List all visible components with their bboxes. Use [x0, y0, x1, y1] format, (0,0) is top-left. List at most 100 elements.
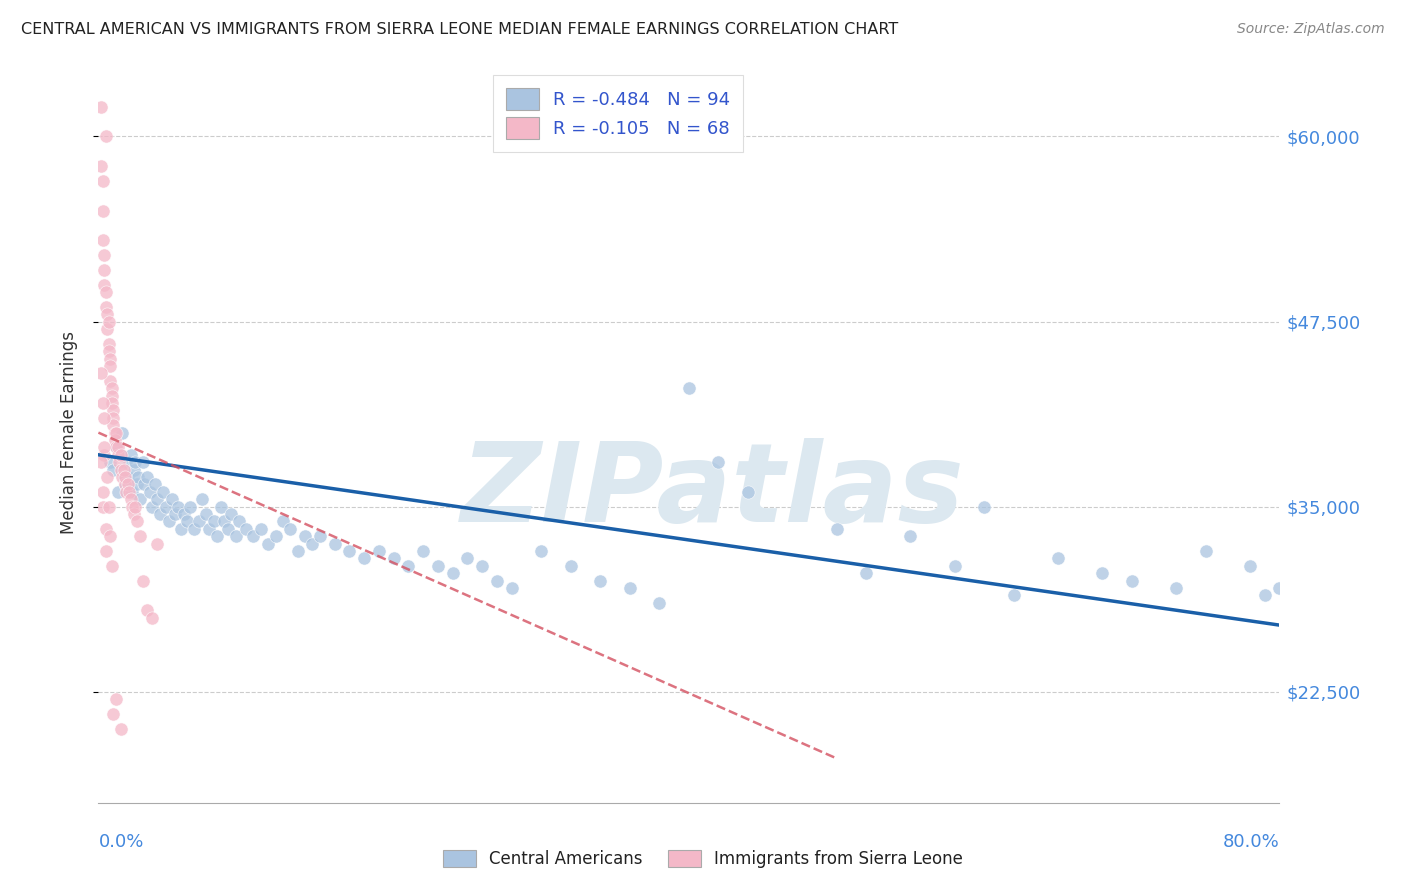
Point — [221, 507, 243, 521]
Point — [678, 381, 700, 395]
Point — [323, 536, 346, 550]
Point — [98, 529, 121, 543]
Point — [122, 507, 145, 521]
Point — [825, 522, 848, 536]
Point — [353, 551, 375, 566]
Point — [943, 558, 966, 573]
Point — [97, 315, 120, 329]
Point — [104, 433, 127, 447]
Point — [115, 455, 138, 469]
Point — [136, 470, 159, 484]
Point — [111, 425, 134, 440]
Point — [97, 336, 120, 351]
Point — [93, 248, 115, 262]
Point — [110, 448, 132, 462]
Point — [91, 174, 114, 188]
Point — [107, 448, 129, 462]
Point — [398, 558, 420, 573]
Point — [1046, 551, 1070, 566]
Point — [93, 410, 115, 425]
Point — [90, 367, 112, 381]
Point — [212, 515, 235, 529]
Point — [1091, 566, 1114, 581]
Point — [179, 500, 201, 514]
Point — [107, 484, 129, 499]
Point — [100, 381, 122, 395]
Legend: R = -0.484   N = 94, R = -0.105   N = 68: R = -0.484 N = 94, R = -0.105 N = 68 — [494, 75, 742, 152]
Point — [91, 396, 114, 410]
Point — [98, 351, 121, 366]
Point — [183, 522, 205, 536]
Point — [115, 484, 138, 499]
Point — [560, 558, 582, 573]
Point — [146, 536, 169, 550]
Point — [90, 455, 112, 469]
Point — [122, 462, 145, 476]
Point — [1254, 589, 1277, 603]
Point — [98, 359, 121, 373]
Point — [165, 507, 187, 521]
Text: 80.0%: 80.0% — [1223, 833, 1279, 851]
Point — [120, 492, 142, 507]
Point — [103, 418, 125, 433]
Point — [209, 500, 232, 514]
Point — [128, 492, 150, 507]
Text: ZIPatlas: ZIPatlas — [461, 438, 965, 545]
Point — [100, 558, 122, 573]
Point — [114, 477, 136, 491]
Point — [112, 470, 135, 484]
Point — [114, 477, 136, 491]
Point — [112, 462, 135, 476]
Point — [93, 277, 115, 292]
Point — [91, 203, 114, 218]
Point — [141, 610, 163, 624]
Text: Source: ZipAtlas.com: Source: ZipAtlas.com — [1237, 22, 1385, 37]
Point — [132, 574, 155, 588]
Point — [1239, 558, 1261, 573]
Point — [471, 558, 494, 573]
Point — [91, 233, 114, 247]
Point — [117, 477, 139, 491]
Point — [242, 529, 264, 543]
Point — [143, 477, 166, 491]
Point — [97, 500, 120, 514]
Point — [97, 344, 120, 359]
Point — [530, 544, 553, 558]
Point — [94, 285, 117, 299]
Point — [167, 500, 190, 514]
Point — [250, 522, 273, 536]
Point — [118, 484, 141, 499]
Point — [105, 425, 128, 440]
Point — [94, 544, 117, 558]
Point — [900, 529, 922, 543]
Point — [195, 507, 218, 521]
Point — [162, 492, 183, 507]
Point — [707, 455, 730, 469]
Point — [128, 529, 150, 543]
Point — [441, 566, 464, 581]
Point — [501, 581, 523, 595]
Point — [648, 596, 671, 610]
Point — [152, 484, 174, 499]
Point — [737, 484, 759, 499]
Point — [1002, 589, 1025, 603]
Point — [103, 410, 125, 425]
Point — [170, 522, 193, 536]
Text: 0.0%: 0.0% — [98, 833, 143, 851]
Point — [173, 507, 195, 521]
Point — [91, 500, 114, 514]
Point — [427, 558, 450, 573]
Point — [94, 522, 117, 536]
Point — [287, 544, 309, 558]
Point — [187, 515, 209, 529]
Point — [110, 448, 132, 462]
Point — [368, 544, 391, 558]
Point — [124, 500, 146, 514]
Point — [121, 500, 143, 514]
Point — [855, 566, 877, 581]
Point — [105, 441, 128, 455]
Point — [120, 448, 142, 462]
Point — [93, 262, 115, 277]
Point — [155, 500, 177, 514]
Point — [225, 529, 247, 543]
